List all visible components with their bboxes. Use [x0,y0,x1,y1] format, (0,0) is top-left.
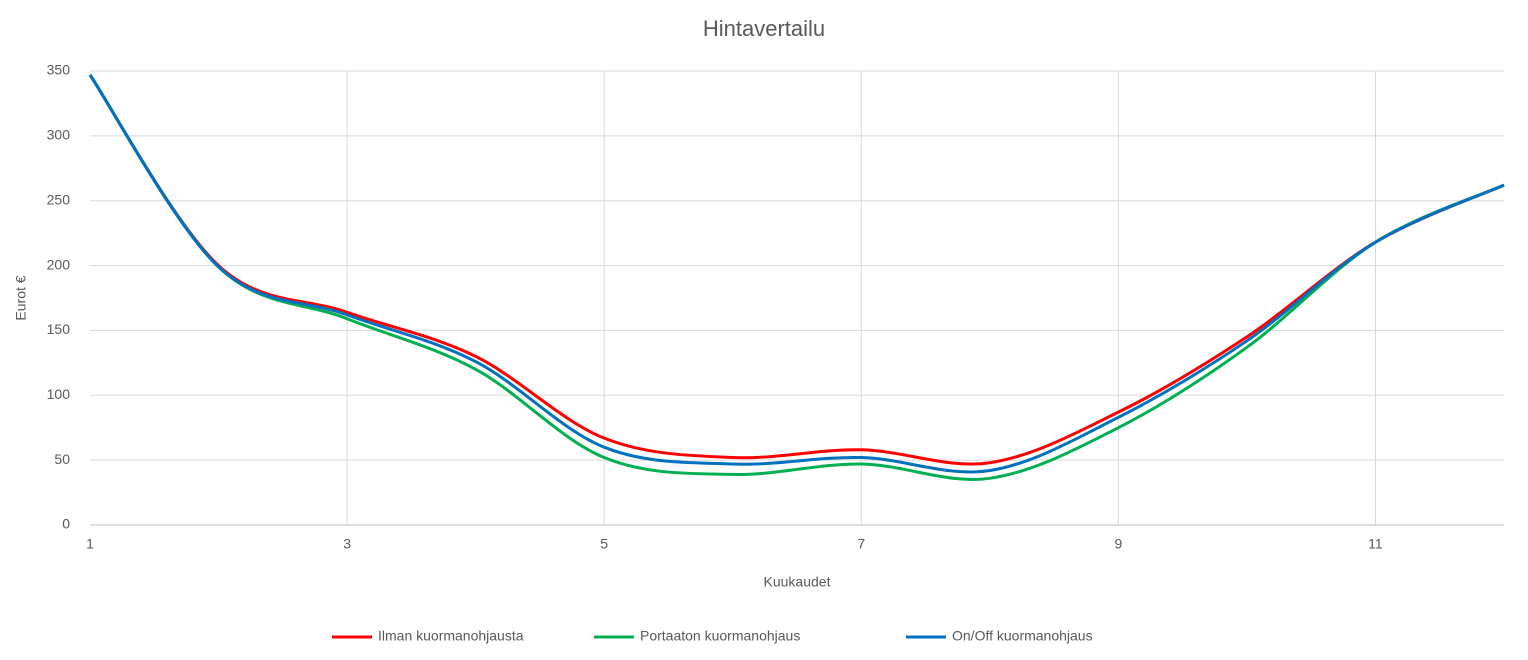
x-tick-label: 7 [857,536,865,552]
y-tick-label: 350 [47,62,71,78]
y-tick-label: 150 [47,321,71,337]
chart-title: Hintavertailu [703,16,825,41]
line-series [88,74,1505,481]
legend-label: Portaaton kuormanohjaus [640,628,800,644]
y-tick-label: 0 [62,516,70,532]
y-tick-label: 300 [47,127,71,143]
x-tick-label: 9 [1114,536,1122,552]
y-tick-label: 200 [47,256,71,272]
x-axis-label: Kuukaudet [764,574,831,590]
x-tick-label: 1 [86,536,94,552]
y-tick-label: 50 [54,451,70,467]
legend-label: Ilman kuormanohjausta [378,628,524,644]
line-series [88,74,1505,466]
x-tick-label: 11 [1368,536,1383,552]
y-tick-label: 250 [47,191,71,207]
line-series [88,74,1505,474]
x-tick-label: 5 [600,536,608,552]
y-axis-label: Eurot € [13,275,29,320]
x-tick-label: 3 [343,536,351,552]
legend-label: On/Off kuormanohjaus [952,628,1093,644]
y-tick-label: 100 [47,386,71,402]
